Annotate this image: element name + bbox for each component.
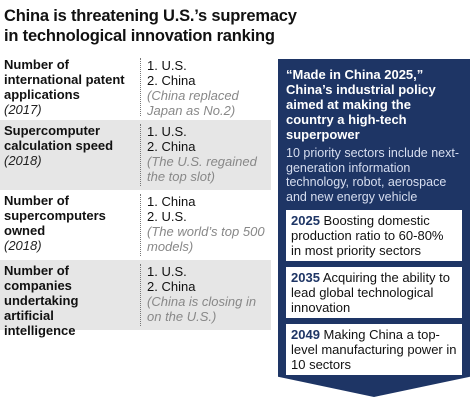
rank: 2. China: [147, 139, 196, 154]
table-row: Number of companies undertaking artifici…: [0, 260, 271, 338]
metric: Number of international patent applicati…: [4, 57, 125, 102]
ranking-table: Number of international patent applicati…: [0, 54, 271, 338]
rank: 2. China: [147, 73, 196, 88]
title-line: in technological innovation ranking: [4, 27, 275, 45]
metric: Supercomputer calculation speed: [4, 123, 114, 153]
note: (The world’s top 500 models): [147, 224, 265, 254]
rank: 1. U.S.: [147, 264, 187, 279]
table-row: Supercomputer calculation speed (2018) 1. …: [0, 120, 271, 190]
title: China is threatening U.S.’s supremacy in …: [4, 6, 297, 46]
year: (2018): [4, 238, 42, 253]
table-row: Number of supercomputers owned (2018) 1. C…: [0, 190, 271, 260]
note: (China is closing in on the U.S.): [147, 294, 257, 324]
rank: 1. China: [147, 194, 196, 209]
goal-text: Boosting domestic production ratio to 60…: [291, 213, 444, 258]
goal-year: 2025: [291, 213, 320, 228]
row-label: Number of international patent applicati…: [0, 54, 130, 120]
metric: Number of supercomputers owned: [4, 193, 106, 238]
rank: 2. U.S.: [147, 209, 187, 224]
ranking: 1. U.S. 2. China (The U.S. regained the to…: [140, 124, 271, 186]
goal-year: 2049: [291, 327, 320, 342]
goal-box: 2025 Boosting domestic production ratio …: [286, 210, 462, 261]
panel-body: 10 priority sectors include next-generat…: [286, 146, 459, 204]
goal-box: 2035 Acquiring the ability to lead globa…: [286, 267, 462, 318]
row-label: Supercomputer calculation speed (2018): [0, 120, 130, 190]
note: (The U.S. regained the top slot): [147, 154, 257, 184]
panel-heading: “Made in China 2025,” China’s industrial…: [286, 67, 436, 142]
goal-box: 2049 Making China a top-level manufactur…: [286, 324, 462, 375]
ranking: 1. China 2. U.S. (The world’s top 500 mode…: [140, 194, 271, 256]
rank: 1. U.S.: [147, 124, 187, 139]
table-row: Number of international patent applicati…: [0, 54, 271, 120]
goal-text: Making China a top-level manufacturing p…: [291, 327, 457, 372]
note: (China replaced Japan as No.2): [147, 88, 239, 118]
year: (2017): [4, 102, 42, 117]
rank: 1. U.S.: [147, 58, 187, 73]
rank: 2. China: [147, 279, 196, 294]
goal-text: Acquiring the ability to lead global tec…: [291, 270, 451, 315]
row-label: Number of supercomputers owned (2018): [0, 190, 130, 260]
ranking: 1. U.S. 2. China (China is closing in on t…: [140, 264, 271, 326]
year: (2018): [4, 153, 42, 168]
goal-year: 2035: [291, 270, 320, 285]
row-label: Number of companies undertaking artifici…: [0, 260, 130, 338]
title-line: China is threatening U.S.’s supremacy: [4, 7, 297, 25]
metric: Number of companies undertaking artifici…: [4, 263, 79, 338]
policy-panel: “Made in China 2025,” China’s industrial…: [278, 59, 470, 397]
ranking: 1. U.S. 2. China (China replaced Japan as …: [140, 58, 271, 118]
